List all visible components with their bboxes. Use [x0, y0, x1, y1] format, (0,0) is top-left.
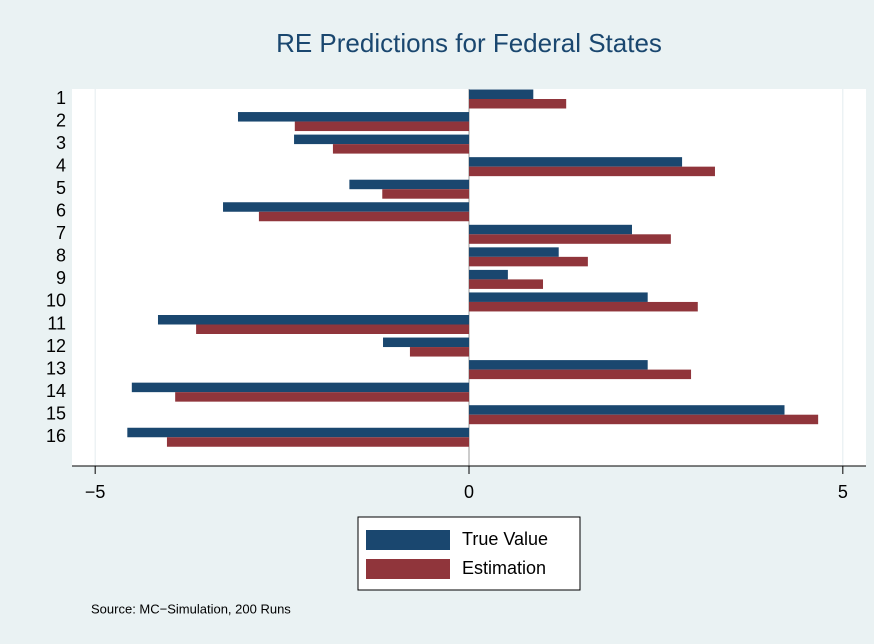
y-tick-label: 2 [56, 110, 66, 130]
legend-label: True Value [462, 529, 548, 549]
bar [409, 347, 469, 357]
bar [469, 224, 632, 235]
x-tick-label: 0 [464, 482, 474, 502]
source-note: Source: MC−Simulation, 200 Runs [91, 601, 291, 616]
y-tick-label: 14 [46, 381, 66, 401]
y-tick-label: 10 [46, 291, 66, 311]
y-tick-label: 11 [47, 313, 66, 333]
y-tick-label: 15 [46, 403, 66, 423]
bar [223, 202, 469, 212]
legend-swatch [366, 530, 450, 550]
bar [258, 211, 469, 222]
bar [196, 324, 469, 334]
y-tick-label: 16 [46, 426, 66, 446]
bar [469, 414, 819, 425]
bar [469, 234, 671, 244]
bar [469, 247, 559, 257]
bar [469, 301, 698, 312]
bar [469, 279, 544, 289]
bar [166, 437, 469, 447]
chart-title: RE Predictions for Federal States [276, 28, 662, 58]
legend-label: Estimation [462, 558, 546, 578]
y-tick-label: 5 [56, 178, 66, 198]
y-tick-label: 12 [46, 336, 66, 356]
bar [127, 427, 469, 438]
x-tick-label: −5 [85, 482, 106, 502]
bar [382, 189, 469, 199]
bar [157, 315, 469, 325]
bar [469, 360, 648, 370]
bar [237, 112, 469, 122]
y-tick-label: 4 [56, 155, 66, 175]
bar [469, 292, 648, 302]
y-tick-label: 13 [46, 358, 66, 378]
bar [294, 121, 469, 132]
bar [131, 382, 469, 393]
bar [175, 392, 469, 402]
bar [332, 144, 469, 154]
bar [469, 369, 692, 380]
bar [469, 256, 588, 267]
bar [469, 166, 715, 177]
bar [469, 157, 683, 167]
y-tick-label: 3 [56, 133, 66, 153]
y-tick-label: 1 [56, 88, 66, 108]
bar [469, 89, 534, 99]
legend-swatch [366, 559, 450, 579]
bar [469, 99, 567, 109]
y-tick-label: 8 [56, 246, 66, 266]
bar [469, 405, 785, 415]
bar [349, 179, 469, 190]
y-tick-label: 9 [56, 268, 66, 288]
x-tick-label: 5 [838, 482, 848, 502]
bar [294, 134, 469, 145]
y-tick-label: 7 [56, 223, 66, 243]
bar [469, 269, 508, 280]
bar [383, 337, 469, 348]
y-tick-label: 6 [56, 201, 66, 221]
